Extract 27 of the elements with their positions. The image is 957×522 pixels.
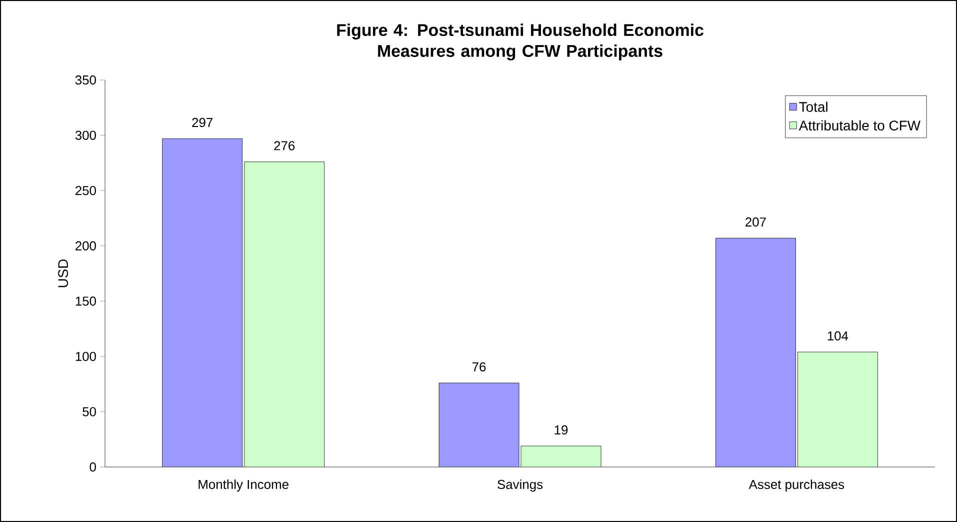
data-label: 76 xyxy=(472,362,486,372)
y-tick-label: 0 xyxy=(90,462,96,472)
y-tick-label: 200 xyxy=(76,241,96,250)
bar xyxy=(439,382,520,467)
x-tick-label: Monthly Income xyxy=(198,480,288,492)
bar xyxy=(715,238,796,467)
y-tick-label: 150 xyxy=(76,296,96,306)
x-tick-label: Savings xyxy=(498,480,543,492)
y-tick-label: 100 xyxy=(76,352,96,362)
y-tick-label: 350 xyxy=(75,75,96,85)
data-label: 104 xyxy=(828,331,848,340)
x-tick-label: Asset purchases xyxy=(748,480,844,492)
bar xyxy=(244,162,324,467)
y-tick-label: 250 xyxy=(76,186,96,196)
bar xyxy=(521,446,602,467)
data-label: 276 xyxy=(274,141,295,150)
data-label: 19 xyxy=(554,425,568,434)
data-label: 207 xyxy=(746,217,766,227)
data-label: 297 xyxy=(192,118,212,128)
y-tick-label: 50 xyxy=(82,407,96,416)
bar xyxy=(162,138,242,467)
chart-title: Figure 4: Post-tsunami Household Economic Measures among CFW Participants xyxy=(337,24,704,60)
legend-label: Attributable to CFW xyxy=(798,120,920,130)
y-tick-label: 300 xyxy=(75,130,96,140)
legend-label: Total xyxy=(799,102,828,112)
bar xyxy=(797,352,878,467)
y-axis-title: USD xyxy=(58,259,68,288)
